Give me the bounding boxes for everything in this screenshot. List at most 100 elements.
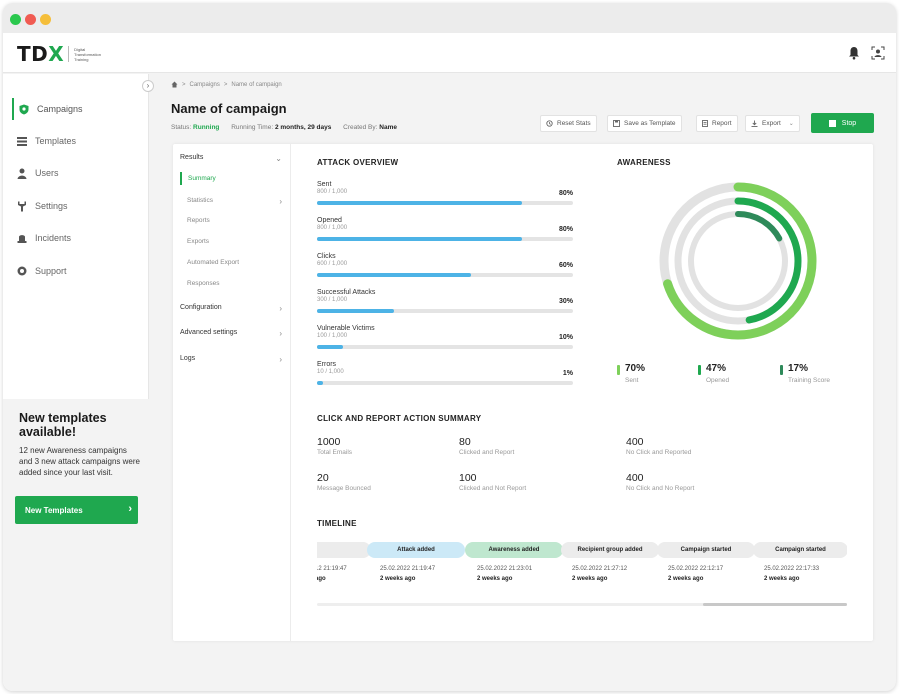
menu-summary[interactable]: Summary <box>180 172 284 185</box>
timeline[interactable]: 12 21:19:47 ago Attack added 25.02.2022 21:… <box>317 542 847 602</box>
chevron-right-icon: › <box>279 197 282 206</box>
menu-statistics-label: Statistics <box>187 197 214 204</box>
timeline-event-chip[interactable] <box>317 542 371 558</box>
results-menu: Results ⌄ Summary Statistics › Reports E… <box>173 144 291 641</box>
chevron-right-icon: › <box>279 304 282 313</box>
save-icon <box>613 120 620 127</box>
reset-stats-button[interactable]: Reset Stats <box>540 115 597 132</box>
legend-color-bar <box>617 365 620 375</box>
menu-reports[interactable]: Reports <box>187 217 291 224</box>
summary-stat-label: Message Bounced <box>317 485 371 492</box>
wrench-icon <box>18 201 26 211</box>
running-time-label: Running Time: <box>231 124 274 131</box>
timeline-event-chip[interactable]: Campaign started <box>657 542 755 558</box>
stop-button[interactable]: Stop <box>811 113 874 133</box>
menu-automated-export-label: Automated Export <box>187 259 240 266</box>
save-as-template-button[interactable]: Save as Template <box>607 115 682 132</box>
timeline-event-ago: 2 weeks ago <box>764 576 800 582</box>
metric-count: 300 / 1,000 <box>317 297 348 303</box>
chevron-right-icon: › <box>128 503 132 515</box>
awareness-ring-sent <box>659 182 817 340</box>
chevron-right-icon: › <box>279 329 282 338</box>
summary-stat: 80 Clicked and Report <box>459 436 514 456</box>
metric-progress-fill <box>317 201 522 205</box>
timeline-event-ago: ago <box>317 576 326 582</box>
attack-metric-row: Vulnerable Victims 100 / 1,000 10% <box>317 325 573 349</box>
timeline-event-date: 25.02.2022 21:27:12 <box>572 566 628 572</box>
menu-exports[interactable]: Exports <box>187 238 291 245</box>
reset-icon <box>546 120 553 127</box>
metric-progress-fill <box>317 273 471 277</box>
timeline-event-ago: 2 weeks ago <box>572 576 608 582</box>
menu-reports-label: Reports <box>187 217 210 224</box>
logo[interactable]: TDX Digital Transformation Training <box>17 42 110 66</box>
menu-advanced-label: Advanced settings <box>180 329 238 336</box>
metric-percent: 80% <box>558 190 573 197</box>
breadcrumb: > Campaigns > Name of campaign <box>171 81 282 88</box>
bell-icon[interactable] <box>848 46 860 60</box>
breadcrumb-item-campaigns[interactable]: Campaigns <box>189 81 220 88</box>
window-maximize-button[interactable] <box>10 14 21 25</box>
metric-progress-fill <box>317 309 394 313</box>
metric-count: 100 / 1,000 <box>317 333 348 339</box>
awareness-legend-item: 70% Sent <box>617 363 645 384</box>
summary-stat: 1000 Total Emails <box>317 436 352 456</box>
metric-percent: 30% <box>558 298 573 305</box>
timeline-scrollbar-thumb[interactable] <box>703 603 847 606</box>
legend-label: Training Score <box>788 377 831 384</box>
menu-statistics[interactable]: Statistics › <box>187 197 291 206</box>
metric-progress-track <box>317 381 573 385</box>
title-bar <box>3 3 896 33</box>
timeline-event-ago: 2 weeks ago <box>477 576 513 582</box>
chevron-down-icon: ⌄ <box>275 154 282 163</box>
summary-stat-value: 1000 <box>317 436 341 448</box>
sidebar-item-templates[interactable]: Templates <box>12 130 142 152</box>
menu-responses[interactable]: Responses <box>187 280 291 287</box>
chevron-right-icon: › <box>279 355 282 364</box>
menu-results[interactable]: Results ⌄ <box>180 154 284 163</box>
stop-icon <box>828 119 836 127</box>
menu-logs[interactable]: Logs › <box>180 355 284 364</box>
metric-name: Errors <box>317 361 337 368</box>
window-close-button[interactable] <box>25 14 36 25</box>
menu-results-label: Results <box>180 154 204 161</box>
sidebar-item-support[interactable]: Support <box>12 260 142 282</box>
report-button[interactable]: Report <box>696 115 738 132</box>
home-icon[interactable] <box>171 81 178 88</box>
sidebar-item-settings[interactable]: Settings <box>12 195 142 217</box>
timeline-event-chip[interactable]: Recipient group added <box>561 542 659 558</box>
save-as-template-label: Save as Template <box>624 120 676 127</box>
metric-name: Opened <box>317 217 342 224</box>
timeline-event-chip[interactable]: Attack added <box>367 542 465 558</box>
summary-stat: 400 No Click and Reported <box>626 436 691 456</box>
metric-progress-fill <box>317 237 522 241</box>
sidebar-item-label: Users <box>35 168 59 178</box>
attack-metric-row: Errors 10 / 1,000 1% <box>317 361 573 385</box>
report-icon <box>702 120 708 127</box>
status-value: Running <box>193 124 220 131</box>
sidebar-item-incidents[interactable]: Incidents <box>12 227 142 249</box>
menu-configuration[interactable]: Configuration › <box>180 304 284 313</box>
timeline-event-chip[interactable]: Campaign started <box>753 542 847 558</box>
new-templates-button[interactable]: New Templates › <box>15 496 138 524</box>
timeline-title: TIMELINE <box>317 519 357 528</box>
metric-count: 800 / 1,000 <box>317 225 348 231</box>
sidebar-item-campaigns[interactable]: Campaigns <box>12 98 142 120</box>
metric-percent: 80% <box>558 226 573 233</box>
window-minimize-button[interactable] <box>40 14 51 25</box>
menu-logs-label: Logs <box>180 355 196 362</box>
breadcrumb-separator: > <box>223 81 228 88</box>
created-by-value: Name <box>379 124 397 131</box>
page-title: Name of campaign <box>171 101 287 116</box>
sidebar-item-users[interactable]: Users <box>12 162 142 184</box>
user-profile-icon[interactable] <box>871 46 885 60</box>
chevron-down-icon: ⌄ <box>788 121 794 127</box>
menu-automated-export[interactable]: Automated Export <box>187 259 291 266</box>
timeline-scrollbar[interactable] <box>317 603 847 606</box>
download-icon <box>751 120 758 127</box>
menu-advanced-settings[interactable]: Advanced settings › <box>180 329 284 338</box>
timeline-event-chip[interactable]: Awareness added <box>465 542 563 558</box>
export-dropdown[interactable]: Export ⌄ <box>745 115 800 132</box>
sidebar-collapse-button[interactable]: › <box>142 80 154 92</box>
awareness-legend-item: 17% Training Score <box>780 363 830 384</box>
